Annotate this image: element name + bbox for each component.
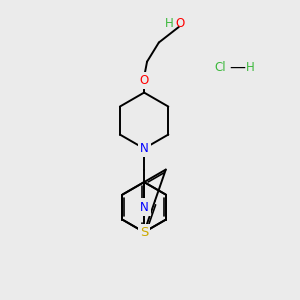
Text: H: H — [246, 61, 254, 74]
Text: O: O — [140, 74, 149, 87]
Text: O: O — [176, 17, 185, 30]
Text: N: N — [140, 142, 148, 155]
Text: N: N — [140, 142, 148, 155]
Text: S: S — [140, 226, 148, 239]
Text: N: N — [140, 201, 148, 214]
Text: N: N — [140, 201, 148, 214]
Text: S: S — [140, 226, 148, 239]
Text: —: — — [229, 60, 245, 75]
Text: Cl: Cl — [215, 61, 226, 74]
Text: H: H — [165, 17, 174, 30]
Text: O: O — [140, 74, 149, 87]
